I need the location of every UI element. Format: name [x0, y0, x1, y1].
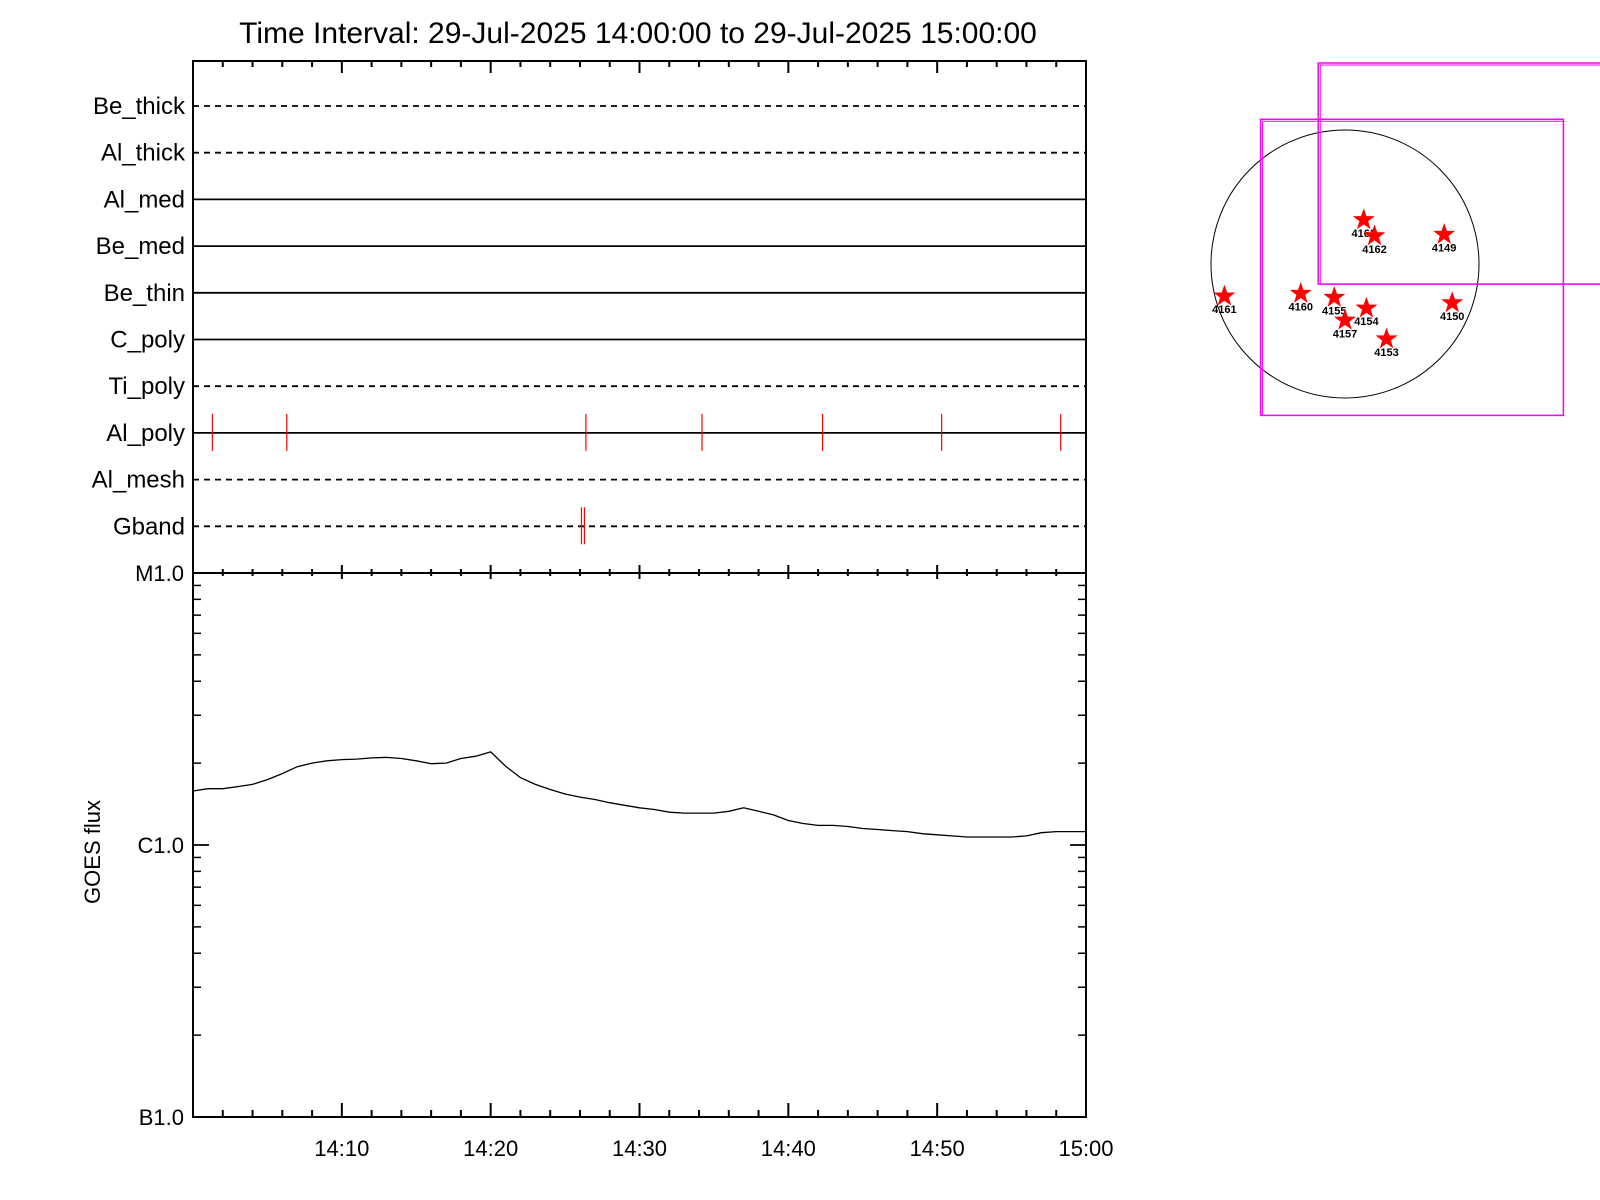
- fov-box: [1259, 118, 1565, 417]
- y-tick-label: M1.0: [135, 561, 184, 586]
- y-tick-label: B1.0: [139, 1105, 184, 1130]
- active-region-label: 4149: [1432, 243, 1456, 255]
- active-region-star: [1213, 284, 1236, 306]
- active-region-star: [1355, 296, 1378, 318]
- x-tick-label: 14:50: [910, 1136, 965, 1161]
- fov-box-outline: [1262, 120, 1564, 416]
- active-region-label: 4160: [1289, 301, 1313, 313]
- y-axis-label: GOES flux: [80, 800, 105, 904]
- goes-flux-panel: GOES flux 14:10 14:20 14:30 14:40 14:50 15:00…: [80, 561, 1114, 1161]
- active-region-star: [1323, 285, 1346, 307]
- goes-flux-line: [192, 751, 1086, 838]
- filter-label: Be_thick: [93, 93, 186, 120]
- x-tick-label: 14:10: [314, 1136, 369, 1161]
- active-region-label: 4161: [1212, 304, 1236, 316]
- chart-title: Time Interval: 29-Jul-2025 14:00:00 to 2…: [239, 17, 1037, 50]
- filter-label: Al_thick: [101, 140, 186, 167]
- active-region-label: 4153: [1374, 347, 1398, 359]
- active-region-star: [1375, 327, 1398, 349]
- filter-label: Al_mesh: [92, 467, 185, 494]
- active-region-label: 4154: [1354, 316, 1379, 328]
- filter-label: Al_poly: [106, 420, 185, 447]
- active-region-star: [1352, 208, 1375, 230]
- active-region-label: 4155: [1322, 306, 1346, 318]
- filter-label: Ti_poly: [109, 373, 185, 400]
- filter-label: Al_med: [104, 186, 185, 213]
- active-region-star: [1363, 224, 1386, 246]
- active-region-star: [1334, 308, 1356, 330]
- goes-frame: [192, 572, 1087, 1118]
- active-region-label: 4150: [1440, 311, 1464, 323]
- filter-label: Gband: [113, 513, 185, 540]
- fov-box: [1317, 62, 1600, 285]
- filter-label: Be_med: [96, 233, 185, 260]
- active-region-star: [1433, 222, 1456, 244]
- x-tick-label: 14:20: [463, 1136, 518, 1161]
- fov-box-outline: [1319, 64, 1600, 285]
- x-tick-label: 14:40: [761, 1136, 816, 1161]
- solar-disk: [1210, 129, 1480, 399]
- active-region-star: [1441, 291, 1464, 313]
- timeline-panel: Be_thick Al_thick Al_med Be_med Be_thin C_pol…: [92, 60, 1087, 574]
- filter-label: Be_thin: [104, 280, 185, 307]
- y-tick-label: C1.0: [138, 833, 184, 858]
- active-region-label: 4157: [1333, 328, 1357, 340]
- x-tick-label: 14:30: [612, 1136, 667, 1161]
- active-region-label: 4162: [1362, 244, 1386, 256]
- filter-label: C_poly: [110, 327, 185, 354]
- timeline-frame: [192, 60, 1087, 574]
- x-tick-label: 15:00: [1058, 1136, 1113, 1161]
- active-region-star: [1289, 281, 1312, 303]
